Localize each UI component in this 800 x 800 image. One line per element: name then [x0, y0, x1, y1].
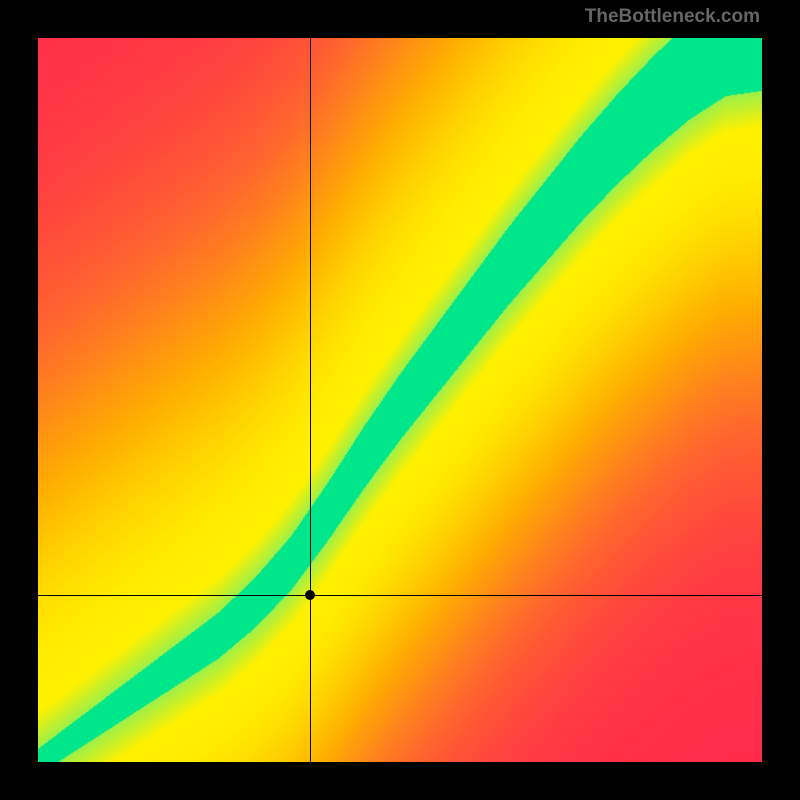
- crosshair-horizontal: [38, 595, 762, 596]
- heatmap-chart: [38, 38, 762, 762]
- watermark-text: TheBottleneck.com: [585, 6, 760, 28]
- marker-dot: [305, 590, 315, 600]
- crosshair-vertical: [310, 38, 311, 762]
- heatmap-canvas: [38, 38, 762, 762]
